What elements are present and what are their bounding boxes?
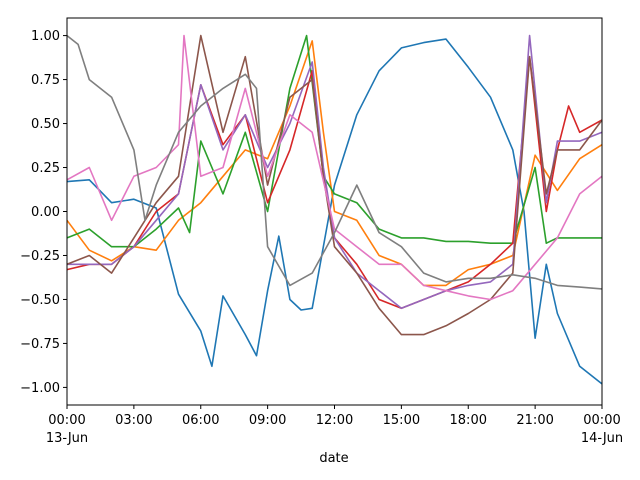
series-lines xyxy=(66,34,603,385)
y-tick-label: 0.25 xyxy=(31,161,60,176)
x-axis: 00:00 13-Jun 03:00 06:00 09:00 12:00 15:00 18:0… xyxy=(46,405,623,446)
series-line-7 xyxy=(66,34,603,301)
series-line-5 xyxy=(67,34,603,310)
y-tick-label: 0.50 xyxy=(31,117,60,132)
y-axis: −1.00 −0.75 −0.50 −0.25 0.00 0.25 0.50 0.75 1.00 xyxy=(20,29,67,396)
series-line-8 xyxy=(66,34,603,290)
x-tick-label: 09:00 xyxy=(249,413,286,428)
x-tick-sublabel: 14-Jun xyxy=(581,431,623,446)
x-tick-label: 21:00 xyxy=(516,413,553,428)
y-tick-label: 1.00 xyxy=(31,29,60,44)
series-line-6 xyxy=(66,34,603,336)
y-tick-label: −1.00 xyxy=(20,381,60,396)
series-line-2 xyxy=(66,40,603,287)
y-tick-label: 0.00 xyxy=(31,205,60,220)
x-tick-label: 00:00 xyxy=(583,413,620,428)
x-tick-label: 06:00 xyxy=(182,413,219,428)
y-tick-label: −0.50 xyxy=(20,293,60,308)
x-tick-label: 18:00 xyxy=(450,413,487,428)
x-tick-label: 00:00 xyxy=(48,413,85,428)
series-line-3 xyxy=(66,34,602,248)
x-axis-label: date xyxy=(319,451,348,466)
y-tick-label: −0.75 xyxy=(20,337,60,352)
series-line-1 xyxy=(66,38,603,385)
x-tick-label: 12:00 xyxy=(316,413,353,428)
y-tick-label: −0.25 xyxy=(20,249,60,264)
series-line-4 xyxy=(66,55,603,310)
x-tick-sublabel: 13-Jun xyxy=(46,431,88,446)
y-tick-label: 0.75 xyxy=(31,73,60,88)
x-tick-label: 03:00 xyxy=(115,413,152,428)
x-tick-label: 15:00 xyxy=(383,413,420,428)
